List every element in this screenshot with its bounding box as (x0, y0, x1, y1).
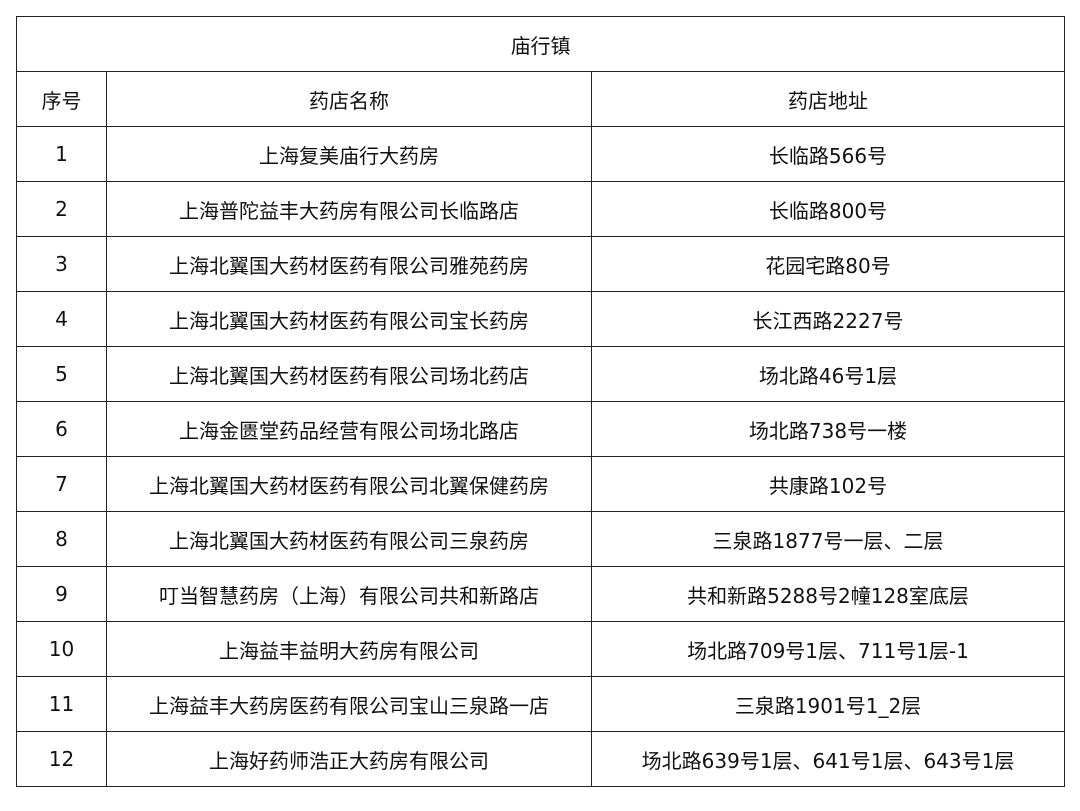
table-cell: 上海北翼国大药材医药有限公司三泉药房 (106, 511, 592, 567)
table-row: 9 叮当智慧药房（上海）有限公司共和新路店 共和新路5288号2幢128室底层 (16, 566, 1066, 622)
table-row: 12 上海好药师浩正大药房有限公司 场北路639号1层、641号1层、643号1层 (16, 731, 1066, 787)
table-row: 2 上海普陀益丰大药房有限公司长临路店 长临路800号 (16, 181, 1066, 237)
table-cell: 上海北翼国大药材医药有限公司雅苑药房 (106, 236, 592, 292)
table-cell: 7 (16, 456, 107, 512)
table-row: 11 上海益丰大药房医药有限公司宝山三泉路一店 三泉路1901号1_2层 (16, 676, 1066, 732)
table-row: 1 上海复美庙行大药房 长临路566号 (16, 126, 1066, 182)
table-cell: 10 (16, 621, 107, 677)
table-cell: 场北路639号1层、641号1层、643号1层 (590, 731, 1066, 787)
table-cell: 3 (16, 236, 107, 292)
table-cell: 6 (16, 401, 107, 457)
table-row: 6 上海金匮堂药品经营有限公司场北路店 场北路738号一楼 (16, 401, 1066, 457)
table-cell: 场北路46号1层 (590, 346, 1066, 402)
title-row: 庙行镇 (15, 16, 1066, 72)
table-row: 10 上海益丰益明大药房有限公司 场北路709号1层、711号1层-1 (16, 621, 1066, 677)
table-cell: 1 (16, 126, 107, 182)
table-cell: 上海普陀益丰大药房有限公司长临路店 (106, 181, 592, 237)
table-cell: 上海益丰益明大药房有限公司 (106, 621, 592, 677)
table-row: 5 上海北翼国大药材医药有限公司场北药店 场北路46号1层 (16, 346, 1066, 402)
table-cell: 场北路738号一楼 (590, 401, 1066, 457)
table-cell: 上海好药师浩正大药房有限公司 (106, 731, 592, 787)
table-cell: 上海益丰大药房医药有限公司宝山三泉路一店 (106, 676, 592, 732)
header-row: 序号 药店名称 药店地址 (16, 71, 1066, 127)
table-cell: 上海金匮堂药品经营有限公司场北路店 (106, 401, 592, 457)
table-cell: 上海复美庙行大药房 (106, 126, 592, 182)
table-cell: 8 (16, 511, 107, 567)
table-title: 庙行镇 (15, 16, 1066, 72)
table-cell: 共康路102号 (590, 456, 1066, 512)
table-cell: 叮当智慧药房（上海）有限公司共和新路店 (106, 566, 592, 622)
table-cell: 上海北翼国大药材医药有限公司宝长药房 (106, 291, 592, 347)
table-cell: 11 (16, 676, 107, 732)
table-cell: 5 (16, 346, 107, 402)
pharmacy-table: 庙行镇 序号 药店名称 药店地址 1 上海复美庙行大药房 长临路566号 2 上海普陀益丰大… (15, 16, 1066, 787)
header-cell: 序号 (16, 71, 107, 127)
table-row: 8 上海北翼国大药材医药有限公司三泉药房 三泉路1877号一层、二层 (16, 511, 1066, 567)
table-cell: 上海北翼国大药材医药有限公司北翼保健药房 (106, 456, 592, 512)
table-cell: 长临路566号 (590, 126, 1066, 182)
table-cell: 长临路800号 (590, 181, 1066, 237)
table-cell: 花园宅路80号 (590, 236, 1066, 292)
header-cell: 药店名称 (106, 71, 592, 127)
table-cell: 三泉路1901号1_2层 (590, 676, 1066, 732)
table-cell: 上海北翼国大药材医药有限公司场北药店 (106, 346, 592, 402)
header-cell: 药店地址 (590, 71, 1066, 127)
table-cell: 4 (16, 291, 107, 347)
table-cell: 共和新路5288号2幢128室底层 (590, 566, 1066, 622)
table-body: 1 上海复美庙行大药房 长临路566号 2 上海普陀益丰大药房有限公司长临路店 长临路80… (16, 126, 1066, 787)
table-cell: 9 (16, 566, 107, 622)
table-cell: 场北路709号1层、711号1层-1 (590, 621, 1066, 677)
table-row: 4 上海北翼国大药材医药有限公司宝长药房 长江西路2227号 (16, 291, 1066, 347)
table-cell: 长江西路2227号 (590, 291, 1066, 347)
table-cell: 三泉路1877号一层、二层 (590, 511, 1066, 567)
table-cell: 2 (16, 181, 107, 237)
table-row: 7 上海北翼国大药材医药有限公司北翼保健药房 共康路102号 (16, 456, 1066, 512)
table-row: 3 上海北翼国大药材医药有限公司雅苑药房 花园宅路80号 (16, 236, 1066, 292)
table-cell: 12 (16, 731, 107, 787)
